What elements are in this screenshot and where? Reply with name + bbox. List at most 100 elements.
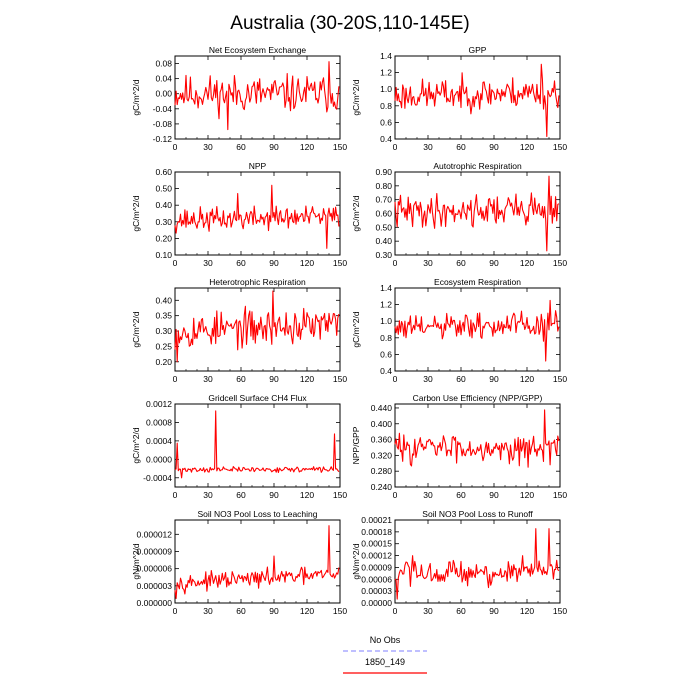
y-tick-label: 0.20: [155, 233, 172, 243]
y-tick-label: 1.0: [380, 84, 392, 94]
x-tick-label: 120: [300, 258, 314, 268]
y-tick-label: 0.440: [371, 403, 393, 413]
y-tick-label: -0.12: [153, 134, 173, 144]
y-tick-label: 0.0008: [146, 417, 172, 427]
y-tick-label: 0.25: [155, 341, 172, 351]
x-tick-label: 60: [236, 606, 246, 616]
x-tick-label: 0: [393, 374, 398, 384]
x-tick-label: 60: [236, 258, 246, 268]
x-tick-label: 30: [423, 490, 433, 500]
y-tick-label: 0.4: [380, 366, 392, 376]
x-tick-label: 0: [393, 258, 398, 268]
x-tick-label: 60: [456, 258, 466, 268]
x-tick-label: 30: [203, 258, 213, 268]
series-line: [174, 290, 340, 363]
y-tick-label: 0.40: [375, 236, 392, 246]
plot-frame: [394, 519, 561, 604]
x-tick-label: 90: [489, 606, 499, 616]
y-tick-label: 0.000009: [137, 546, 173, 556]
x-tick-label: 30: [423, 258, 433, 268]
x-tick-label: 120: [520, 374, 534, 384]
y-tick-label: 0.8: [380, 333, 392, 343]
chart-panel: Soil NO3 Pool Loss to Runoff gN/m^2/d 0 30 6…: [351, 509, 567, 616]
x-tick-label: 90: [489, 374, 499, 384]
y-tick-label: 0.0000: [146, 454, 172, 464]
legend: No Obs 1850_149: [343, 635, 427, 674]
y-tick-label: 0.00012: [361, 551, 392, 561]
y-tick-label: 0.280: [371, 466, 393, 476]
x-tick-label: 60: [456, 374, 466, 384]
y-tick-label: 0.00009: [361, 562, 392, 572]
y-tick-label: 0.320: [371, 450, 393, 460]
x-tick-label: 120: [520, 258, 534, 268]
series-line: [394, 528, 560, 600]
y-axis-label: gC/m^2/d: [131, 311, 141, 347]
chart-panel: Carbon Use Efficiency (NPP/GPP) NPP/GPP 0 3…: [351, 393, 567, 500]
x-tick-label: 90: [269, 606, 279, 616]
x-tick-label: 150: [333, 142, 347, 152]
x-tick-label: 120: [520, 606, 534, 616]
series-line: [394, 175, 560, 252]
x-tick-label: 150: [333, 490, 347, 500]
x-tick-label: 120: [300, 606, 314, 616]
x-tick-label: 120: [300, 490, 314, 500]
chart-panel: Soil NO3 Pool Loss to Leaching gN/m^2/d 0 3…: [131, 509, 347, 616]
y-tick-label: 0.00003: [361, 586, 392, 596]
x-tick-label: 90: [489, 258, 499, 268]
y-tick-label: 0.000006: [137, 564, 173, 574]
y-tick-label: 0.90: [375, 167, 392, 177]
chart-panel: NPP gC/m^2/d 0 30 60 90 120 150 0.10 0.20 0.30 0.40…: [131, 161, 347, 268]
y-tick-label: -0.08: [153, 119, 173, 129]
x-tick-label: 30: [203, 374, 213, 384]
y-tick-label: 0.30: [155, 326, 172, 336]
y-tick-label: 0.400: [371, 419, 393, 429]
x-tick-label: 0: [173, 258, 178, 268]
x-tick-label: 90: [489, 490, 499, 500]
series-line: [394, 299, 560, 362]
x-tick-label: 0: [173, 142, 178, 152]
y-tick-label: 0.70: [375, 195, 392, 205]
y-tick-label: 0.00015: [361, 539, 392, 549]
y-tick-label: 0.40: [155, 200, 172, 210]
y-tick-label: 0.50: [155, 184, 172, 194]
y-tick-label: 0.04: [155, 74, 172, 84]
y-tick-label: 0.00000: [361, 598, 392, 608]
y-tick-label: 0.0004: [146, 436, 172, 446]
chart-title: Ecosystem Respiration: [434, 277, 521, 287]
y-tick-label: 0.0012: [146, 399, 172, 409]
y-tick-label: 0.60: [375, 209, 392, 219]
x-tick-label: 30: [203, 142, 213, 152]
y-tick-label: 0.50: [375, 222, 392, 232]
chart-panel: Heterotrophic Respiration gC/m^2/d 0 30 60 90…: [131, 277, 347, 384]
y-axis-label: gC/m^2/d: [131, 427, 141, 463]
x-tick-label: 0: [393, 606, 398, 616]
y-tick-label: 1.0: [380, 316, 392, 326]
x-tick-label: 90: [269, 258, 279, 268]
y-axis-label: NPP/GPP: [351, 426, 361, 464]
x-tick-label: 0: [393, 490, 398, 500]
y-tick-label: 0.20: [155, 357, 172, 367]
y-tick-label: 0.240: [371, 482, 393, 492]
series-line: [394, 63, 560, 138]
x-tick-label: 60: [456, 490, 466, 500]
x-tick-label: 90: [269, 490, 279, 500]
y-tick-label: 1.4: [380, 51, 392, 61]
x-tick-label: 90: [489, 142, 499, 152]
y-tick-label: 0.000003: [137, 581, 173, 591]
chart-title: Net Ecosystem Exchange: [209, 45, 307, 55]
x-tick-label: 0: [173, 490, 178, 500]
x-tick-label: 60: [456, 142, 466, 152]
y-tick-label: 0.30: [375, 250, 392, 260]
plot-frame: [174, 519, 341, 604]
x-tick-label: 150: [553, 374, 567, 384]
series-line: [174, 410, 340, 479]
x-tick-label: 150: [553, 606, 567, 616]
panels: Net Ecosystem Exchange gC/m^2/d 0 30 60 90 120…: [131, 45, 567, 616]
y-axis-label: gN/m^2/d: [131, 543, 141, 579]
y-tick-label: 0.4: [380, 134, 392, 144]
legend-label: 1850_149: [365, 657, 405, 667]
plot-frame: [174, 287, 341, 372]
y-tick-label: 1.4: [380, 283, 392, 293]
y-tick-label: 0.6: [380, 117, 392, 127]
